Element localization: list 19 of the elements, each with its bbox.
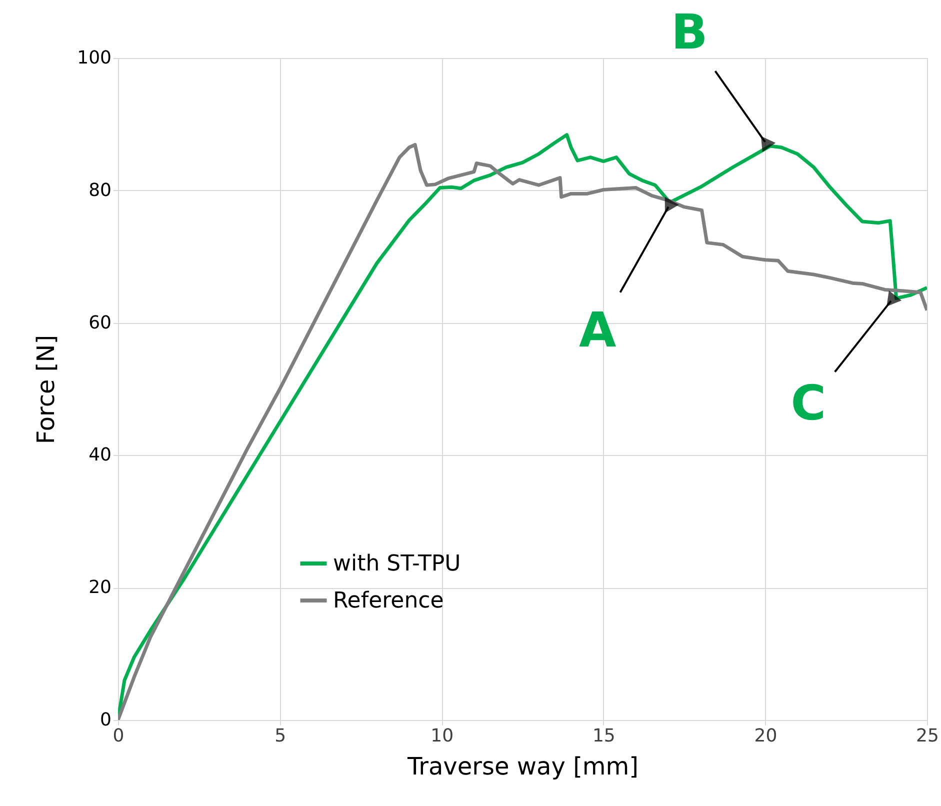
annotation: B	[671, 4, 708, 60]
y-tick-label: 100	[77, 48, 112, 68]
x-tick-label: 5	[274, 726, 286, 746]
annotation: A	[578, 302, 616, 359]
y-axis-title: Force [N]	[32, 334, 60, 444]
y-tick-label: 80	[88, 180, 112, 201]
x-tick-label: 20	[754, 726, 778, 746]
legend-label: with ST-TPU	[333, 552, 461, 576]
y-tick-label: 20	[88, 577, 112, 598]
x-tick-label: 0	[112, 726, 124, 746]
y-tick-label: 0	[100, 710, 112, 730]
y-tick-label: 60	[88, 312, 112, 334]
y-tick-label: 40	[88, 444, 112, 466]
annotation: C	[790, 376, 826, 432]
x-axis-title: Traverse way [mm]	[406, 752, 639, 780]
legend-label: Reference	[333, 588, 444, 614]
x-tick-label: 10	[430, 726, 454, 746]
x-tick-label: 25	[916, 726, 939, 746]
x-tick-label: 15	[592, 726, 616, 746]
